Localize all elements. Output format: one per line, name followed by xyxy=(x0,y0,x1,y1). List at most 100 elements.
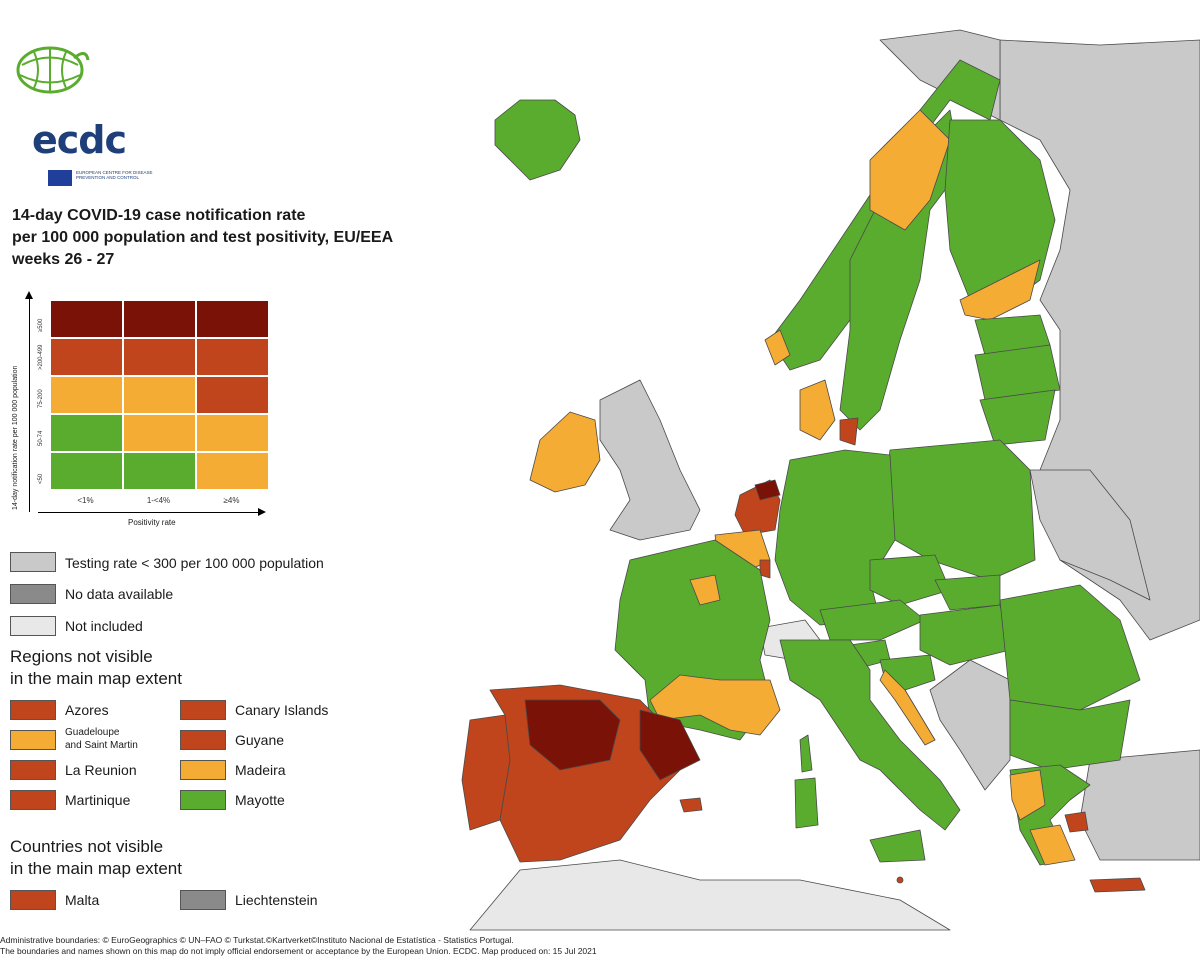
region-swatch xyxy=(180,730,226,750)
matrix-cell xyxy=(196,300,269,338)
map-region-france-south xyxy=(649,674,781,736)
map-region-sweden-yellow xyxy=(869,109,951,231)
country-swatch xyxy=(10,890,56,910)
matrix-x-title: Positivity rate xyxy=(128,518,176,527)
map-region-crete xyxy=(1089,877,1146,893)
matrix-col-label: 1-<4% xyxy=(146,496,171,505)
matrix-row-label: 50-74 xyxy=(38,430,44,446)
map-region-france-paris xyxy=(689,574,721,606)
region-label-line2: and Saint Martin xyxy=(65,740,138,751)
map-region-corsica xyxy=(799,734,813,773)
matrix-cell xyxy=(50,300,123,338)
map-region-balkans xyxy=(929,659,1011,791)
swatch-testing xyxy=(10,552,56,572)
region-label: Madeira xyxy=(235,762,286,778)
legend-not-included-label: Not included xyxy=(65,618,143,634)
map-region-netherlands-north xyxy=(754,479,781,501)
map-region-north-africa xyxy=(469,859,951,931)
x-axis-arrow xyxy=(258,508,266,516)
region-label: Guyane xyxy=(235,732,285,748)
matrix-row-label: <50 xyxy=(38,473,44,484)
matrix-cell xyxy=(123,414,196,452)
map-region-turkey xyxy=(1079,749,1200,861)
swatch-not-included xyxy=(10,616,56,636)
logo-subtitle: EUROPEAN CENTRE FOR DISEASE PREVENTION A… xyxy=(76,170,153,180)
footer-line-2: The boundaries and names shown on this m… xyxy=(0,946,597,956)
map-region-ireland xyxy=(529,411,601,493)
map-region-lithuania xyxy=(979,389,1056,446)
map-region-finland-yellow xyxy=(959,259,1041,321)
map-title: 14-day COVID-19 case notification rate p… xyxy=(12,205,492,271)
map-region-italy xyxy=(779,639,961,831)
region-swatch xyxy=(10,700,56,720)
swatch-no-data xyxy=(10,584,56,604)
region-swatch xyxy=(10,760,56,780)
map-region-sardinia xyxy=(794,777,819,829)
globe-icon xyxy=(16,46,90,94)
matrix-col-label: <1% xyxy=(77,496,94,505)
region-swatch xyxy=(10,730,56,750)
map-region-denmark-east xyxy=(839,417,859,446)
matrix-cell xyxy=(196,414,269,452)
footer: Administrative boundaries: © EuroGeograp… xyxy=(0,935,597,957)
map-region-catalonia xyxy=(639,709,701,781)
map-region-germany xyxy=(774,449,896,626)
map-region-uk xyxy=(599,379,701,541)
matrix-cell xyxy=(123,300,196,338)
matrix-cell xyxy=(196,452,269,490)
y-axis-line xyxy=(29,297,30,512)
footer-line-1: Administrative boundaries: © EuroGeograp… xyxy=(0,935,514,945)
map-region-greece-south xyxy=(1029,824,1076,866)
x-axis-line xyxy=(38,512,263,513)
map-region-sicily xyxy=(869,829,926,863)
map-region-spain-central xyxy=(524,699,621,771)
region-swatch xyxy=(180,700,226,720)
matrix-cell xyxy=(123,338,196,376)
map-region-luxembourg xyxy=(759,559,771,579)
region-label: Martinique xyxy=(65,792,131,808)
map-region-slovakia xyxy=(934,574,1001,611)
title-line-1: 14-day COVID-19 case notification rate xyxy=(12,207,306,224)
country-label: Malta xyxy=(65,892,100,908)
region-swatch xyxy=(180,760,226,780)
eu-flag-icon xyxy=(48,170,72,186)
region-label: Mayotte xyxy=(235,792,285,808)
y-axis-arrow xyxy=(25,291,33,299)
regions-heading-1: Regions not visible xyxy=(10,647,153,666)
region-swatch xyxy=(10,790,56,810)
matrix-row-label: ≥500 xyxy=(38,318,44,332)
legend-testing-label: Testing rate < 300 per 100 000 populatio… xyxy=(65,555,324,571)
title-line-3: weeks 26 - 27 xyxy=(12,251,115,268)
country-swatch xyxy=(180,890,226,910)
countries-heading-1: Countries not visible xyxy=(10,837,164,856)
map-region-hungary xyxy=(919,604,1011,666)
map-region-belarus-ukraine xyxy=(1029,469,1151,601)
legend-no-data-label: No data available xyxy=(65,586,174,602)
region-label: La Reunion xyxy=(65,762,137,778)
title-line-2: per 100 000 population and test positivi… xyxy=(12,229,394,246)
matrix-cell xyxy=(123,452,196,490)
country-label: Liechtenstein xyxy=(235,892,318,908)
map-region-norway-yellow xyxy=(764,329,791,366)
logo-text: ecdc xyxy=(32,118,127,162)
matrix-cell xyxy=(196,338,269,376)
matrix-cell xyxy=(50,376,123,414)
matrix-cell xyxy=(50,452,123,490)
matrix-cell xyxy=(196,376,269,414)
map-region-latvia xyxy=(974,344,1061,401)
matrix-col-label: ≥4% xyxy=(223,496,240,505)
matrix-cell xyxy=(50,338,123,376)
ecdc-logo: ecdc EUROPEAN CENTRE FOR DISEASE PREVENT… xyxy=(10,40,160,186)
map-region-czechia xyxy=(869,554,951,606)
map-region-greece-yellow xyxy=(1009,769,1046,821)
map-region-norway xyxy=(769,59,1001,371)
region-swatch xyxy=(180,790,226,810)
region-label: Azores xyxy=(65,702,109,718)
region-label: Guadeloupe xyxy=(65,727,120,738)
map-region-greece-attica xyxy=(1064,811,1089,833)
regions-heading-2: in the main map extent xyxy=(10,669,182,688)
matrix-cell xyxy=(123,376,196,414)
matrix-row-label: >200-499 xyxy=(38,344,44,370)
map-region-iceland xyxy=(494,99,581,181)
